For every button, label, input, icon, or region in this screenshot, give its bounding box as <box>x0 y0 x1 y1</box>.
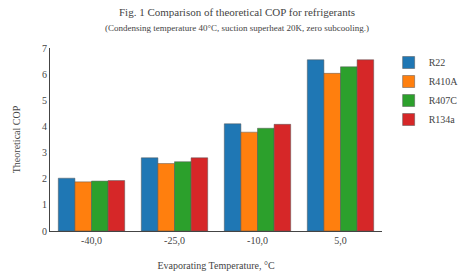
svg-text:Evaporating Temperature, °C: Evaporating Temperature, °C <box>157 260 275 271</box>
svg-text:R134a: R134a <box>429 114 456 125</box>
svg-text:2: 2 <box>42 173 47 184</box>
svg-text:-10,0: -10,0 <box>247 235 268 246</box>
svg-text:Theoretical COP: Theoretical COP <box>11 105 22 173</box>
svg-text:7: 7 <box>42 43 47 54</box>
svg-text:Fig. 1 Comparison of theoretic: Fig. 1 Comparison of theoretical COP for… <box>105 6 369 32</box>
svg-text:-40,0: -40,0 <box>81 235 102 246</box>
svg-text:-25,0: -25,0 <box>164 235 185 246</box>
svg-text:0: 0 <box>42 226 47 237</box>
svg-text:5,0: 5,0 <box>334 235 347 246</box>
svg-text:4: 4 <box>42 121 47 132</box>
svg-text:5: 5 <box>42 95 47 106</box>
svg-text:R410A: R410A <box>429 76 459 87</box>
svg-text:1: 1 <box>42 199 47 210</box>
svg-text:3: 3 <box>42 147 47 158</box>
svg-text:6: 6 <box>42 69 47 80</box>
svg-text:R22: R22 <box>429 57 446 68</box>
svg-text:R407C: R407C <box>429 95 458 106</box>
